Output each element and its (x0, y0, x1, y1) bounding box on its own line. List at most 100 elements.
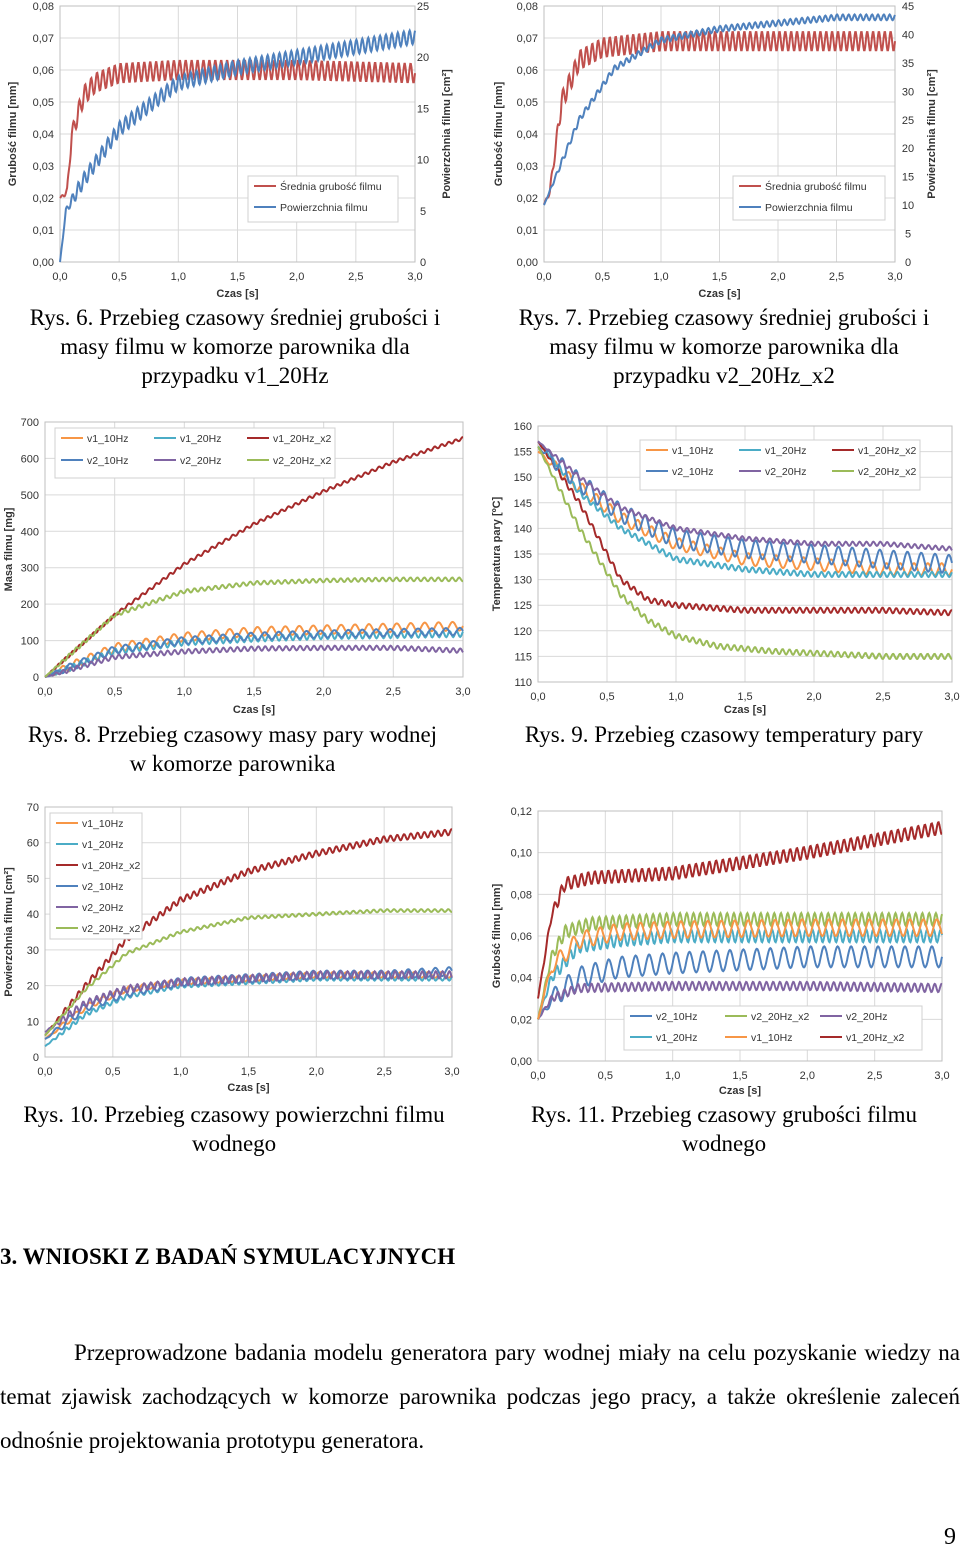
legend-label: v1_20Hz (82, 839, 123, 851)
y-tick-label: 110 (514, 677, 532, 689)
x-axis-title: Czas [s] (724, 704, 767, 716)
legend-label: v2_20Hz_x2 (751, 1011, 810, 1023)
y-tick-label: 60 (27, 838, 39, 850)
legend-label: v1_20Hz (765, 445, 806, 457)
legend-label: v2_20Hz_x2 (858, 466, 917, 478)
caption-rys9: Rys. 9. Przebieg czasowy temperatury par… (488, 720, 960, 749)
legend-label: v1_10Hz (87, 433, 128, 445)
caption-rys8: Rys. 8. Przebieg czasowy masy pary wodne… (0, 720, 465, 778)
x-tick-label: 0,5 (599, 691, 614, 703)
y-tick-label: 135 (514, 549, 532, 561)
y-tick-label: 0 (33, 672, 39, 684)
x-tick-label: 1,0 (653, 271, 668, 283)
series-line-v1-20hz (537, 440, 953, 579)
caption-label: Rys. 11. (531, 1102, 606, 1127)
y-tick-label: 0,10 (511, 848, 532, 860)
y-axis-title: Grubość filmu [mm] (493, 81, 505, 186)
legend-label: Średnia grubość filmu (765, 180, 867, 193)
y-tick-label: 300 (21, 563, 39, 575)
legend-label: v2_10Hz (672, 466, 713, 478)
y-tick-label: 400 (21, 526, 39, 538)
y-tick-label: 700 (21, 417, 39, 429)
legend-label: v2_10Hz (87, 455, 128, 467)
legend-label: v2_20Hz (82, 902, 123, 914)
y-tick-label: 0,06 (33, 65, 54, 77)
legend-label: v1_10Hz (82, 818, 123, 830)
legend-box (732, 175, 886, 221)
y-axis-title: Powierzchnia filmu [cm²] (3, 867, 15, 997)
y-tick-label: 0,07 (33, 33, 54, 45)
x-tick-label: 1,0 (173, 1066, 188, 1078)
plot-area (44, 806, 453, 1058)
y2-tick-label: 35 (902, 58, 914, 70)
y-tick-label: 500 (21, 490, 39, 502)
series-line-v2-20hz (537, 440, 953, 552)
legend: v1_10Hz v1_20Hz v1_20Hz_x2 v2_10Hz v2_20Hz v2… (49, 812, 143, 940)
series-line-v2-20hz-x2 (44, 576, 464, 678)
caption-line: Przebieg czasowy grubości filmu (611, 1102, 917, 1127)
x-tick-label: 2,0 (289, 271, 304, 283)
chart-rys6: 0,000,010,020,030,040,050,060,070,080,0 0… (7, 1, 453, 300)
x-tick-label: 2,5 (348, 271, 363, 283)
series-line-v1-20hz-x2 (537, 821, 943, 999)
chart-rys10: 0 10 20 30 40 50 60 70 0,0 0,5 1,0 1,5 2,0 2,5 3,0 Czas… (3, 802, 460, 1094)
legend: Średnia grubość filmu Powierzchnia filmu (247, 175, 399, 223)
caption-line: masy filmu w komorze parownika dla (60, 334, 410, 359)
y-tick-label: 30 (27, 945, 39, 957)
caption-line: przypadku v2_20Hz_x2 (613, 363, 835, 388)
caption-label: Rys. 6. (29, 305, 94, 330)
legend-label: v2_10Hz (82, 881, 123, 893)
y-tick-label: 0,00 (511, 1056, 532, 1068)
y-tick-label: 155 (514, 447, 532, 459)
plot-area (543, 5, 896, 263)
x-tick-label: 0,0 (536, 271, 551, 283)
series-line-v2-20hz (537, 980, 943, 1020)
plot-area (537, 810, 943, 1062)
series-line-powierzchnia-filmu (543, 13, 896, 206)
x-tick-label: 0,0 (37, 1066, 52, 1078)
legend: v1_10Hz v1_20Hz v1_20Hz_x2 v2_10Hz v2_20Hz v2… (54, 427, 336, 479)
legend-label: Powierzchnia filmu (765, 202, 853, 214)
caption-line: wodnego (191, 1131, 277, 1156)
x-tick-label: 0,5 (112, 271, 127, 283)
y2-axis-title: Powierzchnia filmu [cm²] (926, 69, 938, 199)
y-tick-label: 0,04 (517, 129, 538, 141)
x-tick-label: 2,5 (829, 271, 844, 283)
y-tick-label: 0,04 (511, 973, 532, 985)
legend: Średnia grubość filmu Powierzchnia filmu (732, 175, 886, 221)
caption-line: w komorze parownika (129, 751, 336, 776)
legend-label: v2_20Hz_x2 (82, 923, 141, 935)
caption-line: Przebieg czasowy średniej grubości i (588, 305, 930, 330)
y2-tick-label: 20 (902, 143, 914, 155)
caption-label: Rys. 9. (524, 722, 589, 747)
y-axis-title: Grubość filmu [mm] (491, 883, 503, 988)
body-paragraph: Przeprowadzone badania modelu generatora… (0, 1331, 960, 1463)
legend-box (54, 427, 336, 479)
chart-rys9: 110 115 120 125 130 135 140 145 150 155 160 0,0 0,5 1… (491, 421, 960, 716)
series-line-v2-10hz (537, 445, 953, 574)
y-tick-label: 20 (27, 981, 39, 993)
y-tick-label: 70 (27, 802, 39, 814)
plot-area (537, 425, 953, 683)
y-tick-label: 200 (21, 599, 39, 611)
plot-area (59, 5, 416, 263)
y-tick-label: 0,00 (517, 257, 538, 269)
series-group (537, 821, 943, 1020)
x-tick-label: 1,5 (732, 1070, 747, 1082)
y-tick-label: 10 (27, 1016, 39, 1028)
caption-rys7: Rys. 7. Przebieg czasowy średniej gruboś… (488, 303, 960, 390)
x-tick-label: 1,5 (712, 271, 727, 283)
y-tick-label: 140 (514, 523, 532, 535)
y2-tick-label: 0 (420, 257, 426, 269)
series-line-v1-10hz (537, 918, 943, 1020)
legend-label: v1_20Hz_x2 (846, 1032, 905, 1044)
legend-label: v2_10Hz (656, 1011, 697, 1023)
series-line-v2-10hz (537, 945, 943, 1020)
x-tick-label: 2,0 (806, 691, 821, 703)
legend: v1_10Hz v1_20Hz v1_20Hz_x2 v2_10Hz v2_20Hz v2… (639, 439, 921, 491)
y-tick-label: 0,08 (33, 1, 54, 13)
chart-rys8: 0 100 200 300 400 500 600 700 0,0 0,5 1,0 1,5 2,0 2,5… (3, 417, 471, 716)
legend-box (49, 812, 143, 940)
series-group (44, 828, 453, 1048)
x-tick-label: 3,0 (887, 271, 902, 283)
